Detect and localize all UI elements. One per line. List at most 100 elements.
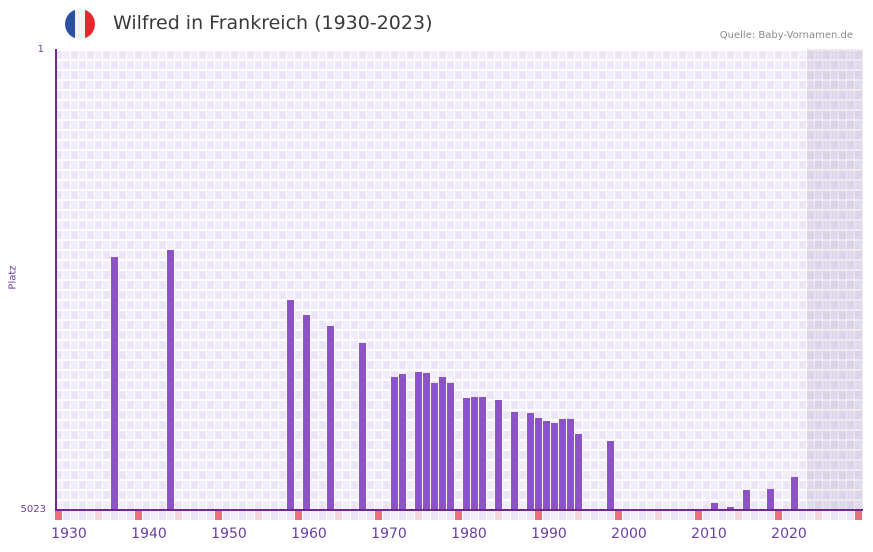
half-decade-marker: [815, 511, 822, 520]
grid-column: [831, 49, 839, 510]
grid-column: [55, 49, 63, 510]
grid-column: [127, 49, 135, 510]
bar-1980[interactable]: [471, 397, 478, 510]
plot-area: [55, 49, 863, 510]
grid-column: [663, 49, 671, 510]
grid-column: [207, 49, 215, 510]
bar-1983[interactable]: [495, 400, 502, 510]
year-marker: [223, 511, 230, 520]
grid-column: [751, 49, 759, 510]
bar-1966[interactable]: [359, 343, 366, 510]
grid-column: [519, 49, 527, 510]
bar-1988[interactable]: [535, 418, 542, 510]
france-flag-icon: [65, 9, 95, 39]
year-marker: [159, 511, 166, 520]
half-decade-marker: [575, 511, 582, 520]
year-marker: [583, 511, 590, 520]
grid-column: [143, 49, 151, 510]
year-marker: [519, 511, 526, 520]
bar-1935[interactable]: [111, 257, 118, 510]
year-marker: [351, 511, 358, 520]
bar-1962[interactable]: [327, 326, 334, 510]
year-marker: [71, 511, 78, 520]
grid-column: [839, 49, 847, 510]
year-marker: [359, 511, 366, 520]
year-marker: [711, 511, 718, 520]
grid-column: [759, 49, 767, 510]
year-marker: [143, 511, 150, 520]
grid-column: [247, 49, 255, 510]
grid-column: [63, 49, 71, 510]
bar-1959[interactable]: [303, 315, 310, 510]
grid-column: [231, 49, 239, 510]
source-credit: Quelle: Baby-Vornamen.de: [719, 30, 853, 41]
bar-1975[interactable]: [431, 383, 438, 510]
bar-1942[interactable]: [167, 250, 174, 510]
grid-column: [695, 49, 703, 510]
grid-column: [87, 49, 95, 510]
bar-1979[interactable]: [463, 398, 470, 510]
grid-column: [655, 49, 663, 510]
year-marker: [119, 511, 126, 520]
grid-column: [807, 49, 815, 510]
grid-column: [455, 49, 463, 510]
bar-1993[interactable]: [575, 434, 582, 510]
year-marker: [327, 511, 334, 520]
year-marker: [207, 511, 214, 520]
year-marker: [183, 511, 190, 520]
grid-column: [151, 49, 159, 510]
bar-2020[interactable]: [791, 477, 798, 510]
bar-1985[interactable]: [511, 412, 518, 510]
bar-1970[interactable]: [391, 377, 398, 510]
grid-column: [71, 49, 79, 510]
bar-1977[interactable]: [447, 383, 454, 510]
bar-1990[interactable]: [551, 423, 558, 510]
year-marker: [167, 511, 174, 520]
year-marker: [727, 511, 734, 520]
bar-1976[interactable]: [439, 377, 446, 510]
year-marker: [783, 511, 790, 520]
bar-1974[interactable]: [423, 373, 430, 510]
half-decade-marker: [95, 511, 102, 520]
half-decade-marker: [335, 511, 342, 520]
decade-marker: [855, 511, 862, 520]
year-marker: [447, 511, 454, 520]
bar-2010[interactable]: [711, 503, 718, 510]
grid-column: [223, 49, 231, 510]
year-marker: [87, 511, 94, 520]
grid-column: [183, 49, 191, 510]
grid-column: [599, 49, 607, 510]
year-marker: [199, 511, 206, 520]
grid-column: [175, 49, 183, 510]
grid-column: [679, 49, 687, 510]
year-marker: [247, 511, 254, 520]
half-decade-marker: [655, 511, 662, 520]
year-marker: [591, 511, 598, 520]
bar-1987[interactable]: [527, 413, 534, 510]
year-marker: [671, 511, 678, 520]
bar-1973[interactable]: [415, 372, 422, 510]
grid-column: [239, 49, 247, 510]
bar-1991[interactable]: [559, 419, 566, 510]
bar-1997[interactable]: [607, 441, 614, 510]
bar-2014[interactable]: [743, 490, 750, 510]
year-marker: [791, 511, 798, 520]
bar-1971[interactable]: [399, 374, 406, 510]
year-marker: [751, 511, 758, 520]
bar-2017[interactable]: [767, 489, 774, 510]
bar-2012[interactable]: [727, 507, 734, 510]
year-marker: [807, 511, 814, 520]
bar-1992[interactable]: [567, 419, 574, 510]
grid-column: [335, 49, 343, 510]
year-marker: [431, 511, 438, 520]
bar-1957[interactable]: [287, 300, 294, 510]
decade-marker: [55, 511, 62, 520]
year-marker: [479, 511, 486, 520]
year-marker: [599, 511, 606, 520]
bar-1989[interactable]: [543, 421, 550, 510]
year-marker: [503, 511, 510, 520]
bar-1981[interactable]: [479, 397, 486, 510]
grid-column: [647, 49, 655, 510]
decade-marker: [695, 511, 702, 520]
half-decade-marker: [735, 511, 742, 520]
